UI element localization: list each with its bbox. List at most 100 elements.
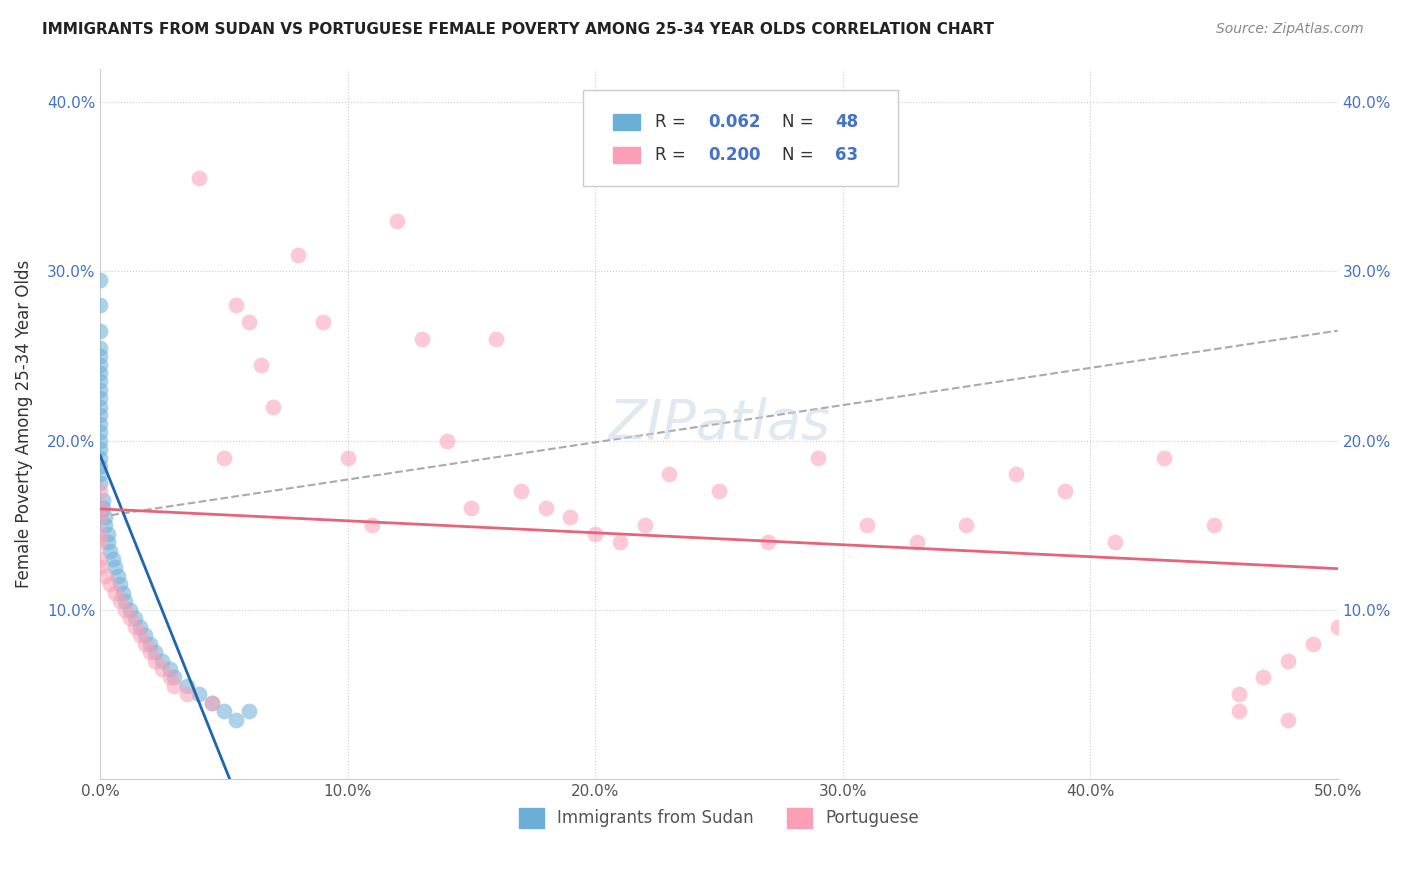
Point [1153,450,1175,465]
Point [89,442,111,456]
Point [124,611,146,625]
Point [201,696,224,710]
Bar [613,147,640,163]
Point [658,467,681,482]
Point [98,577,121,591]
Point [89,552,111,566]
Point [89,409,111,423]
Point [707,484,730,499]
Point [89,509,111,524]
Point [1202,518,1225,533]
Point [905,535,928,549]
Text: 0.200: 0.200 [707,146,761,164]
Text: N =: N = [782,146,818,164]
Point [1054,484,1077,499]
Point [89,450,111,465]
Point [89,375,111,389]
Point [114,603,136,617]
Point [1326,620,1348,634]
Point [609,535,631,549]
Text: N =: N = [782,112,818,131]
Point [238,704,260,718]
Point [212,704,235,718]
Point [89,535,111,549]
Point [97,535,120,549]
Y-axis label: Female Poverty Among 25-34 Year Olds: Female Poverty Among 25-34 Year Olds [15,260,32,588]
Point [89,358,111,372]
Point [238,315,260,329]
Point [89,366,111,380]
Point [387,213,409,227]
Point [89,392,111,406]
Text: ZIPatlas: ZIPatlas [607,397,830,450]
Text: IMMIGRANTS FROM SUDAN VS PORTUGUESE FEMALE POVERTY AMONG 25-34 YEAR OLDS CORRELA: IMMIGRANTS FROM SUDAN VS PORTUGUESE FEMA… [42,22,994,37]
Point [856,518,879,533]
Point [163,679,186,693]
Text: 0.062: 0.062 [707,112,761,131]
Point [201,696,224,710]
Point [1104,535,1126,549]
Point [1277,653,1299,667]
Point [1302,637,1324,651]
Point [250,358,273,372]
Point [128,628,150,642]
Point [89,417,111,431]
Point [111,586,134,600]
Point [114,594,136,608]
Point [143,653,166,667]
Point [143,645,166,659]
Point [436,434,458,448]
Point [807,450,830,465]
Point [89,484,111,499]
Point [89,349,111,363]
Point [312,315,335,329]
Point [139,637,162,651]
Point [89,383,111,397]
Point [411,332,433,346]
Point [1253,670,1275,684]
Point [583,526,606,541]
Point [159,670,181,684]
Point [150,653,173,667]
Point [212,450,235,465]
FancyBboxPatch shape [583,90,898,186]
Point [89,458,111,473]
Point [560,509,582,524]
Point [159,662,181,676]
Point [336,450,359,465]
Point [124,620,146,634]
Point [485,332,508,346]
Point [510,484,533,499]
Bar [613,114,640,129]
Point [128,620,150,634]
Point [91,501,114,516]
Point [89,400,111,414]
Point [460,501,482,516]
Point [1227,687,1250,701]
Point [94,518,117,533]
Point [97,526,120,541]
Point [225,713,247,727]
Point [91,492,114,507]
Point [176,687,198,701]
Point [163,670,186,684]
Point [89,467,111,482]
Point [139,645,162,659]
Point [89,526,111,541]
Point [94,509,117,524]
Point [98,543,121,558]
Point [89,341,111,355]
Point [107,569,129,583]
Text: 63: 63 [835,146,859,164]
Point [89,425,111,440]
Point [1227,704,1250,718]
Point [361,518,384,533]
Point [89,298,111,312]
Text: Source: ZipAtlas.com: Source: ZipAtlas.com [1216,22,1364,37]
Point [108,577,131,591]
Point [89,434,111,448]
Point [118,603,141,617]
Text: 48: 48 [835,112,859,131]
Point [89,475,111,490]
Legend: Immigrants from Sudan, Portuguese: Immigrants from Sudan, Portuguese [512,801,925,835]
